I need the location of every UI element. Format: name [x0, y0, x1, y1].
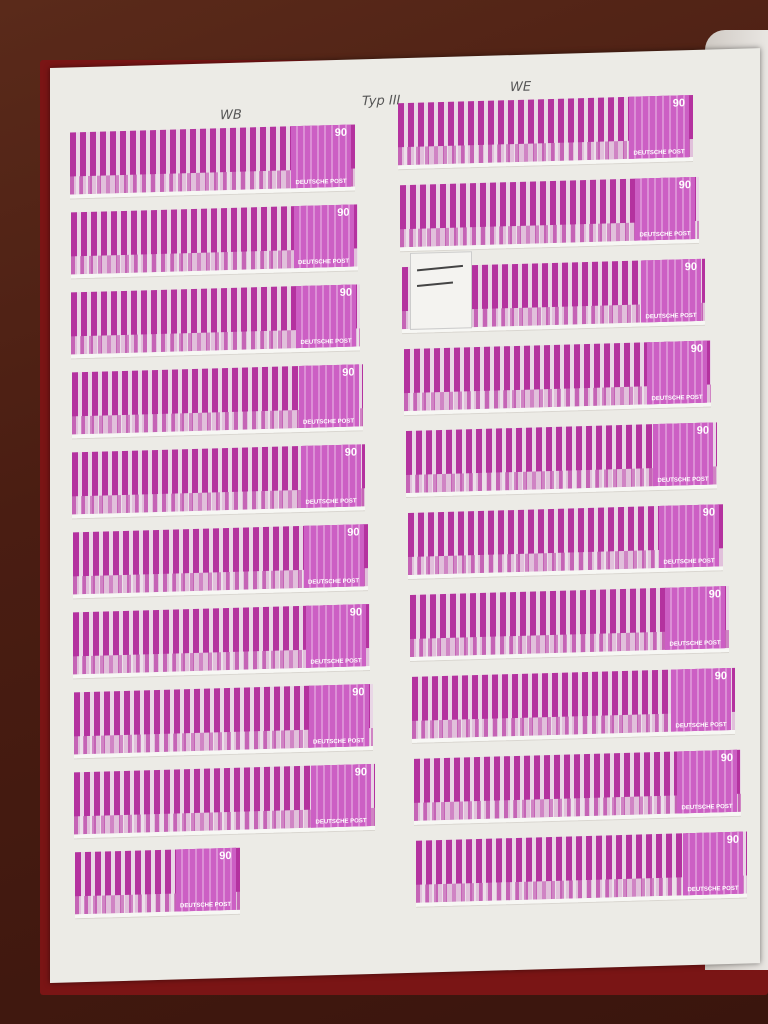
stamp: 90 DEUTSCHE POST [665, 586, 725, 650]
stamp: 90 DEUTSCHE POST [671, 667, 731, 732]
stamp-inscription: DEUTSCHE POST [663, 558, 715, 566]
stamp-inscription: DEUTSCHE POST [645, 312, 697, 321]
stamp: 90 DEUTSCHE POST [296, 284, 356, 349]
stamp: 90 DEUTSCHE POST [308, 684, 369, 748]
stamp-denomination: 90 [690, 342, 703, 356]
stamp-inscription: DEUTSCHE POST [295, 178, 347, 187]
column-label-we: WE [510, 79, 532, 96]
stockbook-page: WB Typ III WE 90 DEUTSCHE POST 90 DEUTSCHE … [50, 48, 760, 983]
stamp: 90 DEUTSCHE POST [298, 364, 359, 429]
stamp-inscription: DEUTSCHE POST [669, 640, 721, 648]
right-stamp-strip-5: 90 DEUTSCHE POST [406, 422, 717, 498]
left-stamp-strip-1: 90 DEUTSCHE POST [70, 124, 355, 199]
stamp-denomination: 90 [714, 670, 727, 683]
right-stamp-strip-4: 90 DEUTSCHE POST [404, 340, 711, 416]
left-stamp-strip-5: 90 DEUTSCHE POST [72, 444, 365, 519]
stamp-inscription: DEUTSCHE POST [315, 818, 367, 826]
stamp: 90 DEUTSCHE POST [311, 764, 371, 828]
stamp-denomination: 90 [342, 366, 355, 379]
column-label-wb: WB [220, 107, 242, 124]
type-label: Typ III [362, 93, 401, 110]
stamp-denomination: 90 [702, 506, 715, 519]
stamp: 90 DEUTSCHE POST [303, 524, 364, 588]
stamp-denomination: 90 [334, 126, 347, 140]
stamp-denomination: 90 [337, 206, 350, 219]
left-stamp-strip-3: 90 DEUTSCHE POST [71, 284, 360, 359]
stamp-inscription: DEUTSCHE POST [312, 738, 364, 746]
stamp: 90 DEUTSCHE POST [293, 204, 354, 269]
stamp: 90 DEUTSCHE POST [175, 847, 236, 912]
stamp-inscription: DEUTSCHE POST [310, 658, 362, 666]
right-stamp-strip-7: 90 DEUTSCHE POST [410, 586, 729, 661]
stamp-denomination: 90 [344, 446, 357, 459]
handwritten-note [410, 251, 472, 330]
stamp: 90 DEUTSCHE POST [641, 258, 701, 323]
stamp-denomination: 90 [696, 424, 709, 437]
left-stamp-strip-8: 90 DEUTSCHE POST [73, 683, 373, 759]
stamp-inscription: DEUTSCHE POST [302, 418, 354, 426]
stamp: 90 DEUTSCHE POST [635, 176, 695, 241]
right-stamp-strip-9: 90 DEUTSCHE POST [414, 749, 741, 825]
stamp: 90 DEUTSCHE POST [647, 340, 707, 405]
stamp-inscription: DEUTSCHE POST [297, 258, 349, 267]
stamp-denomination: 90 [672, 97, 685, 110]
stamp-denomination: 90 [708, 588, 721, 601]
stamp-denomination: 90 [339, 286, 352, 299]
stamp-inscription: DEUTSCHE POST [305, 498, 357, 506]
stamp-inscription: DEUTSCHE POST [657, 476, 709, 485]
stamp-denomination: 90 [219, 849, 232, 863]
left-stamp-strip-7: 90 DEUTSCHE POST [73, 604, 370, 679]
left-stamp-strip-6: 90 DEUTSCHE POST [72, 524, 368, 599]
right-stamp-strip-6: 90 DEUTSCHE POST [408, 504, 723, 580]
stamp-inscription: DEUTSCHE POST [675, 722, 727, 730]
right-stamp-strip-2: 90 DEUTSCHE POST [400, 176, 699, 252]
stamp-denomination: 90 [684, 260, 697, 274]
stamp-inscription: DEUTSCHE POST [687, 885, 739, 894]
stamp: 90 DEUTSCHE POST [629, 95, 689, 159]
right-stamp-strip-10: 90 DEUTSCHE POST [416, 831, 747, 907]
stamp-inscription: DEUTSCHE POST [681, 803, 733, 812]
stamp-strips: 90 DEUTSCHE POST 90 DEUTSCHE POST 90 DEUTSCHE… [50, 48, 760, 919]
left-stamp-strip-10: 90 DEUTSCHE POST [74, 847, 240, 919]
stamp: 90 DEUTSCHE POST [659, 504, 719, 568]
stamp: 90 DEUTSCHE POST [306, 604, 366, 668]
stamp-denomination: 90 [349, 606, 362, 619]
stamp-denomination: 90 [726, 833, 739, 847]
stamp: 90 DEUTSCHE POST [291, 124, 351, 189]
stamp: 90 DEUTSCHE POST [683, 831, 743, 896]
right-stamp-strip-8: 90 DEUTSCHE POST [412, 667, 735, 743]
stamp-denomination: 90 [347, 526, 360, 539]
stamp-inscription: DEUTSCHE POST [651, 394, 703, 403]
stamp-inscription: DEUTSCHE POST [179, 901, 231, 910]
stamp-inscription: DEUTSCHE POST [307, 578, 359, 586]
stamp-inscription: DEUTSCHE POST [633, 149, 685, 157]
left-stamp-strip-9: 90 DEUTSCHE POST [74, 763, 375, 839]
right-stamp-strip-1: 90 DEUTSCHE POST [398, 95, 693, 170]
stamp-inscription: DEUTSCHE POST [300, 338, 352, 347]
stamp: 90 DEUTSCHE POST [301, 444, 361, 508]
left-stamp-strip-4: 90 DEUTSCHE POST [71, 364, 363, 439]
stamp-denomination: 90 [720, 751, 733, 765]
stamp: 90 DEUTSCHE POST [677, 749, 737, 814]
stamp: 90 DEUTSCHE POST [653, 422, 713, 487]
left-stamp-strip-2: 90 DEUTSCHE POST [70, 204, 358, 279]
stamp-denomination: 90 [354, 766, 367, 779]
stamp-inscription: DEUTSCHE POST [639, 231, 691, 239]
stamp-denomination: 90 [352, 686, 365, 699]
stamp-denomination: 90 [678, 179, 691, 192]
